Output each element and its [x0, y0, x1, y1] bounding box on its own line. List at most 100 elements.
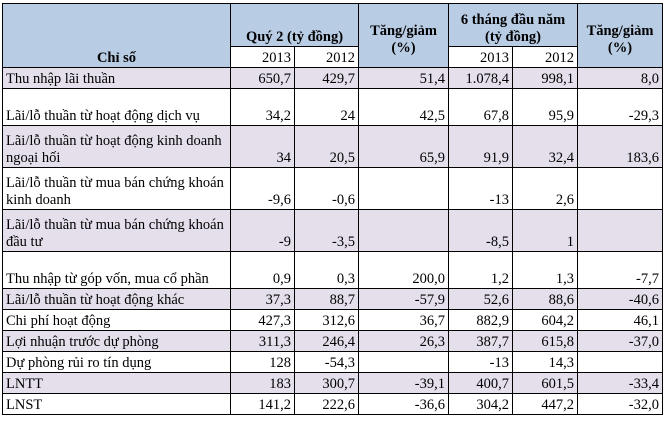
- row-value: [577, 209, 663, 252]
- header-year: 2012: [512, 46, 578, 68]
- row-label: Lãi/lỗ thuần từ hoạt động dịch vụ: [2, 88, 231, 126]
- row-value: 95,9: [512, 88, 578, 126]
- row-value: -57,9: [358, 288, 449, 310]
- row-value: 222,6: [294, 393, 359, 415]
- row-value: 128: [230, 351, 295, 373]
- table-row: LNTT 183 300,7 -39,1 400,7 601,5 -33,4: [2, 372, 663, 394]
- row-value: 650,7: [230, 67, 295, 89]
- financial-table: Chỉ số Quý 2 (tỷ đồng) Tăng/giảm (%) 6 t…: [2, 3, 663, 415]
- header-year: 2012: [294, 46, 359, 68]
- table-row: Lãi/lỗ thuần từ hoạt động kinh doanh ngo…: [2, 125, 663, 168]
- table-row: Lợi nhuận trước dự phòng 311,3 246,4 26,3 38…: [2, 330, 663, 352]
- row-value: 88,7: [294, 288, 359, 310]
- row-value: 20,5: [294, 125, 359, 168]
- row-value: -54,3: [294, 351, 359, 373]
- table-row: Chi phí hoạt động 427,3 312,6 36,7 882,9 604,…: [2, 309, 663, 331]
- row-value: 311,3: [230, 330, 295, 352]
- row-value: 2,6: [512, 167, 578, 210]
- table-row: Lãi/lỗ thuần từ hoạt động dịch vụ 34,2 24 4…: [2, 88, 663, 126]
- header-q2: Quý 2 (tỷ đồng): [230, 3, 359, 47]
- table-row: Lãi/lỗ thuần từ hoạt động khác 37,3 88,7 -5…: [2, 288, 663, 310]
- row-value: -32,0: [577, 393, 663, 415]
- row-label: Thu nhập lãi thuần: [2, 67, 231, 89]
- row-value: 246,4: [294, 330, 359, 352]
- row-value: 91,9: [448, 125, 513, 168]
- row-value: 32,4: [512, 125, 578, 168]
- row-value: 882,9: [448, 309, 513, 331]
- row-value: [358, 351, 449, 373]
- table-row: Lãi/lỗ thuần từ mua bán chứng khoán đầu …: [2, 209, 663, 252]
- row-value: -13: [448, 167, 513, 210]
- row-value: 604,2: [512, 309, 578, 331]
- row-value: -9: [230, 209, 295, 252]
- row-value: 183: [230, 372, 295, 394]
- row-value: 42,5: [358, 88, 449, 126]
- row-value: 200,0: [358, 251, 449, 289]
- row-value: 615,8: [512, 330, 578, 352]
- row-label: Lợi nhuận trước dự phòng: [2, 330, 231, 352]
- row-value: 36,7: [358, 309, 449, 331]
- row-value: 447,2: [512, 393, 578, 415]
- row-value: -37,0: [577, 330, 663, 352]
- row-value: 400,7: [448, 372, 513, 394]
- row-value: 88,6: [512, 288, 578, 310]
- row-value: 37,3: [230, 288, 295, 310]
- header-indicator: Chỉ số: [2, 3, 231, 68]
- table-row: Dự phòng rủi ro tín dụng 128 -54,3 -13 14,3: [2, 351, 663, 373]
- row-value: 51,4: [358, 67, 449, 89]
- row-value: -13: [448, 351, 513, 373]
- header-year: 2013: [448, 46, 513, 68]
- row-value: 1.078,4: [448, 67, 513, 89]
- table-row: LNST 141,2 222,6 -36,6 304,2 447,2 -32,0: [2, 393, 663, 415]
- row-value: 427,3: [230, 309, 295, 331]
- table-row: Lãi/lỗ thuần từ mua bán chứng khoán kinh…: [2, 167, 663, 210]
- row-label: LNST: [2, 393, 231, 415]
- row-value: 429,7: [294, 67, 359, 89]
- row-value: 34: [230, 125, 295, 168]
- row-value: 300,7: [294, 372, 359, 394]
- header-q2-change: Tăng/giảm (%): [358, 3, 449, 68]
- row-value: 14,3: [512, 351, 578, 373]
- row-value: [358, 209, 449, 252]
- row-label: Thu nhập từ góp vốn, mua cổ phần: [2, 251, 231, 289]
- row-label: Chi phí hoạt động: [2, 309, 231, 331]
- row-value: 183,6: [577, 125, 663, 168]
- row-value: 998,1: [512, 67, 578, 89]
- row-value: -36,6: [358, 393, 449, 415]
- row-value: [358, 167, 449, 210]
- row-value: -33,4: [577, 372, 663, 394]
- row-value: 1,2: [448, 251, 513, 289]
- row-value: 24: [294, 88, 359, 126]
- row-value: -9,6: [230, 167, 295, 210]
- row-value: -7,7: [577, 251, 663, 289]
- row-value: 0,9: [230, 251, 295, 289]
- row-value: 0,3: [294, 251, 359, 289]
- row-value: 312,6: [294, 309, 359, 331]
- row-value: 1,3: [512, 251, 578, 289]
- row-value: 26,3: [358, 330, 449, 352]
- row-value: 65,9: [358, 125, 449, 168]
- header-year: 2013: [230, 46, 295, 68]
- row-value: -39,1: [358, 372, 449, 394]
- row-value: 52,6: [448, 288, 513, 310]
- row-label: Dự phòng rủi ro tín dụng: [2, 351, 231, 373]
- row-value: 1: [512, 209, 578, 252]
- row-label: LNTT: [2, 372, 231, 394]
- row-value: 141,2: [230, 393, 295, 415]
- row-value: -40,6: [577, 288, 663, 310]
- row-value: -29,3: [577, 88, 663, 126]
- row-label: Lãi/lỗ thuần từ mua bán chứng khoán đầu …: [2, 209, 231, 252]
- row-value: 601,5: [512, 372, 578, 394]
- row-value: 46,1: [577, 309, 663, 331]
- row-value: [577, 167, 663, 210]
- row-value: -0,6: [294, 167, 359, 210]
- row-value: 67,8: [448, 88, 513, 126]
- row-value: 34,2: [230, 88, 295, 126]
- row-value: -3,5: [294, 209, 359, 252]
- table-row: Thu nhập lãi thuần 650,7 429,7 51,4 1.078,4 9…: [2, 67, 663, 89]
- row-value: -8,5: [448, 209, 513, 252]
- row-label: Lãi/lỗ thuần từ hoạt động khác: [2, 288, 231, 310]
- row-value: 8,0: [577, 67, 663, 89]
- table-row: Thu nhập từ góp vốn, mua cổ phần 0,9 0,3 20…: [2, 251, 663, 289]
- header-6m-change: Tăng/giảm (%): [577, 3, 663, 68]
